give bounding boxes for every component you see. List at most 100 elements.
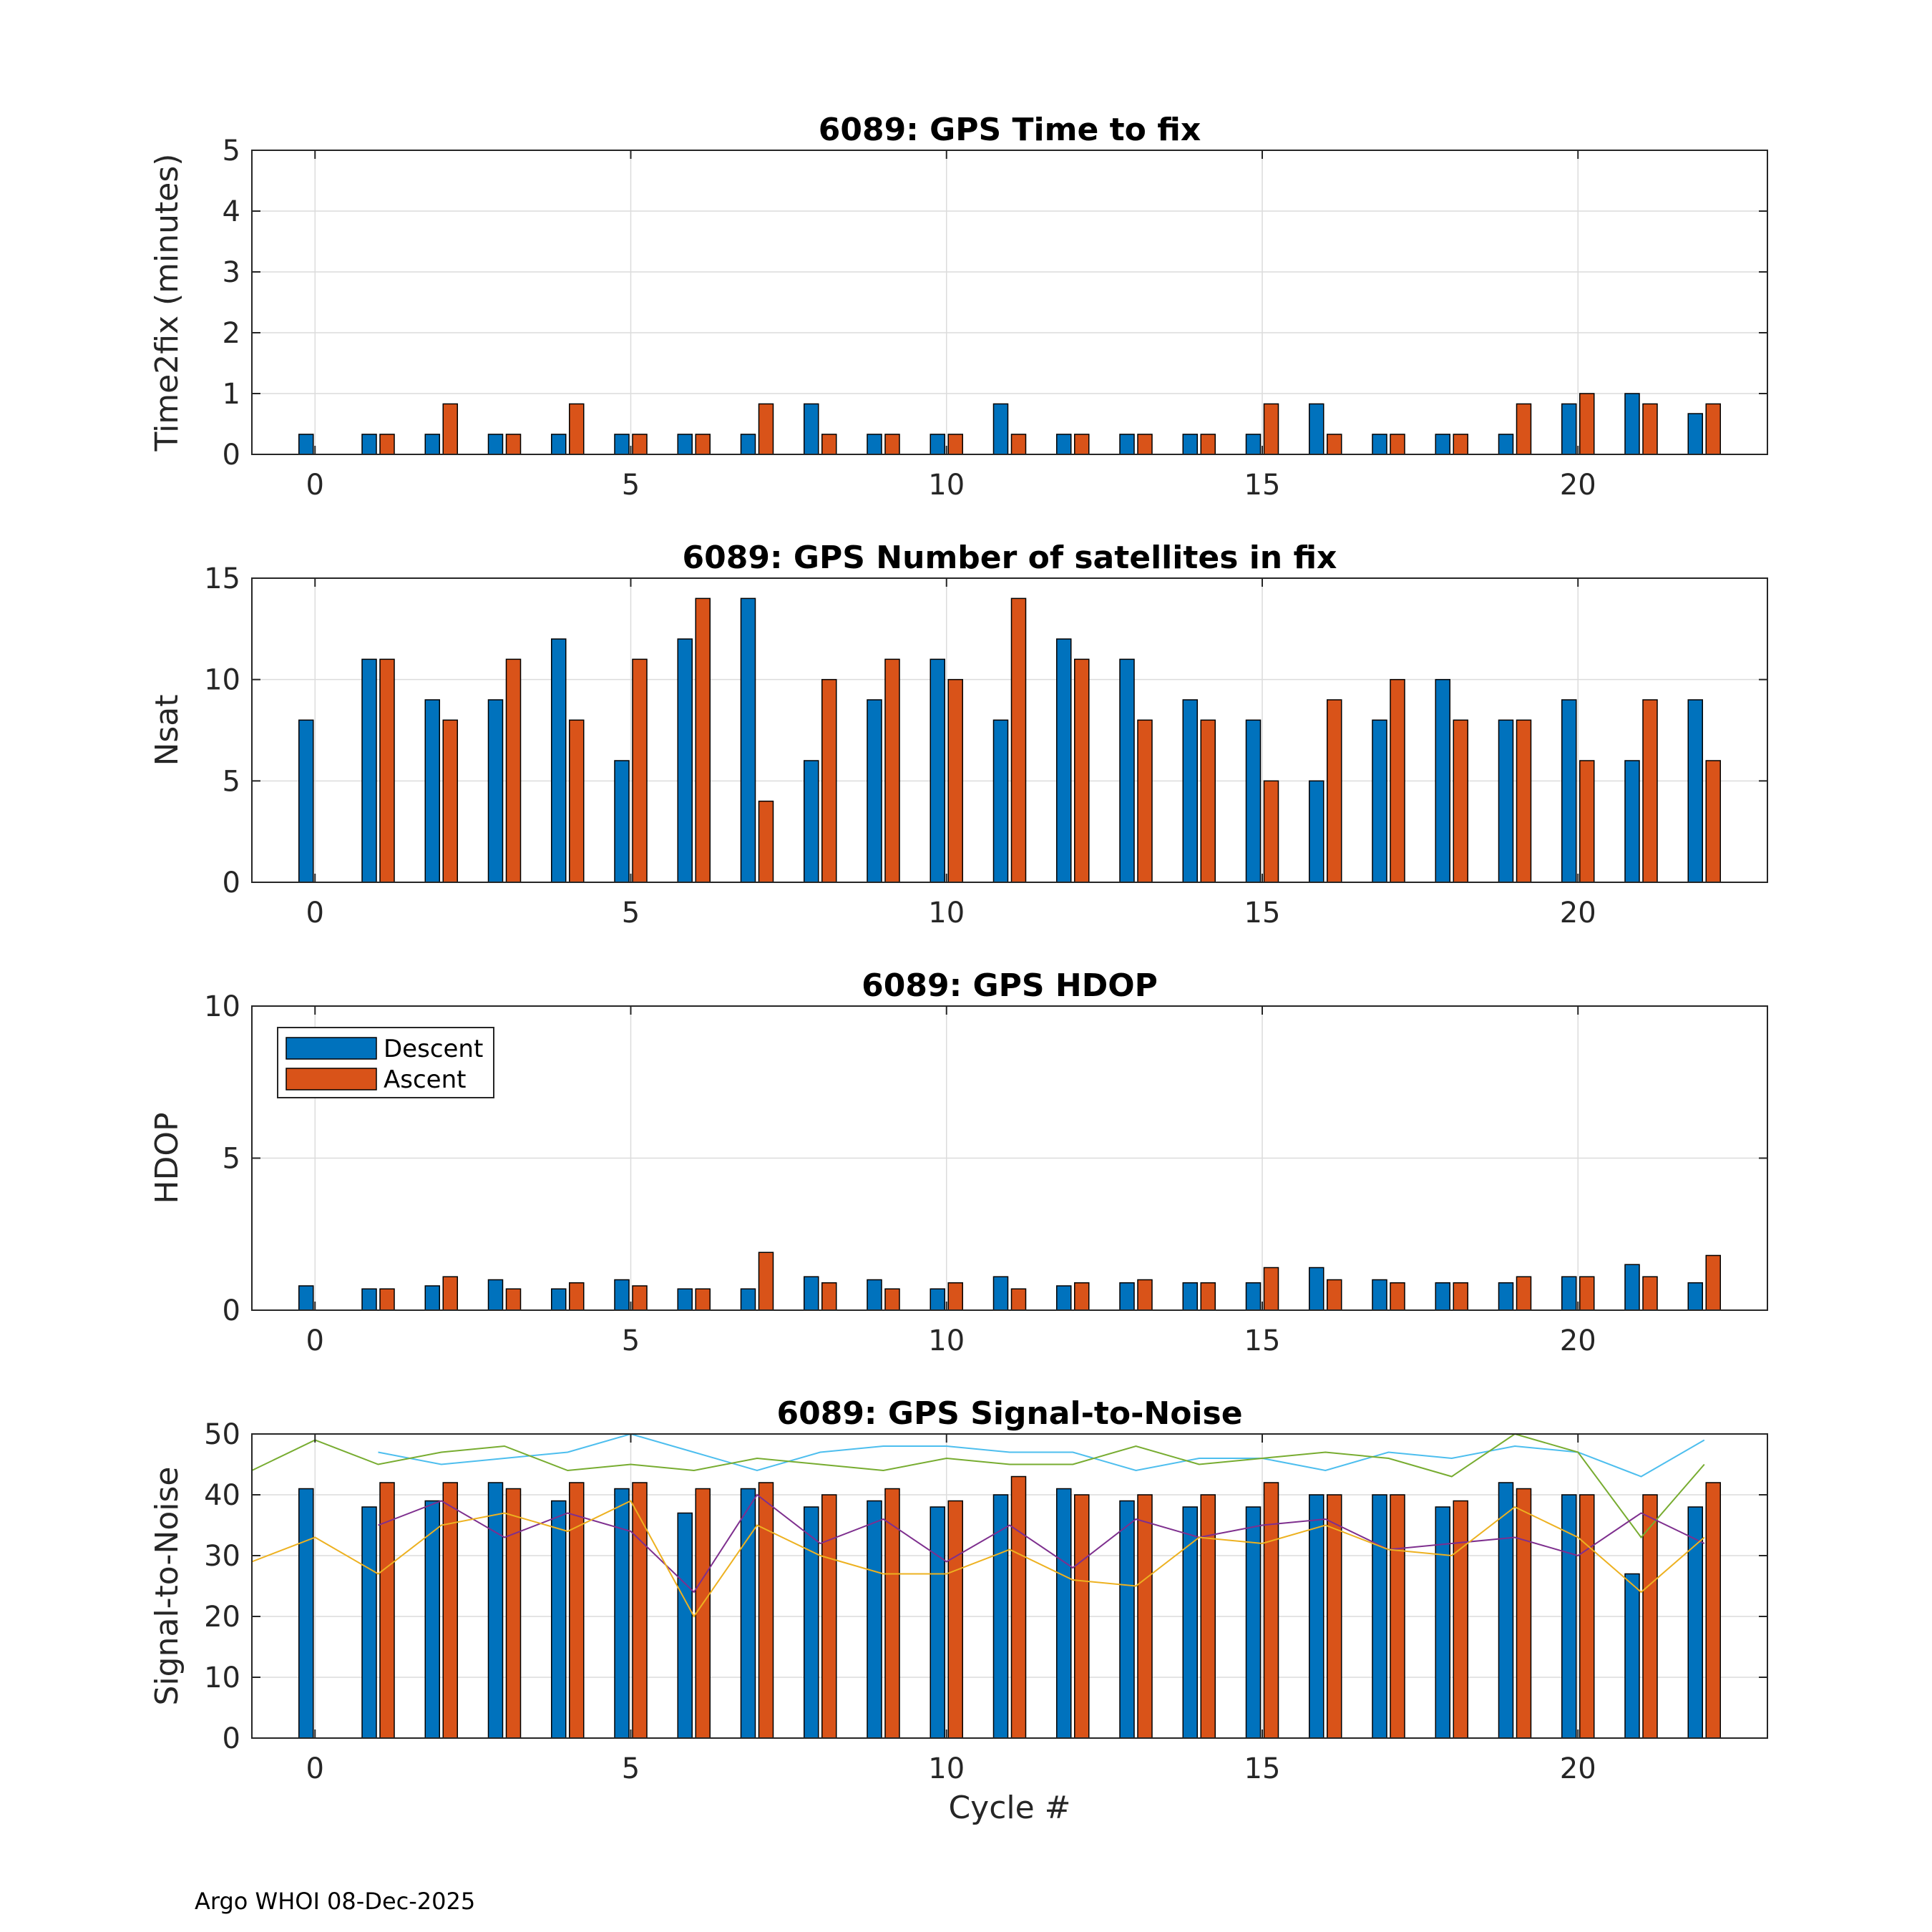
bar-descent xyxy=(1182,434,1198,455)
bar-ascent xyxy=(442,403,458,455)
bar-ascent xyxy=(947,1500,963,1739)
y-tick-label: 0 xyxy=(223,439,240,472)
bar-ascent xyxy=(1263,403,1279,455)
bar-ascent xyxy=(1453,434,1468,455)
bar-descent xyxy=(424,699,440,883)
bar-descent xyxy=(1245,434,1262,455)
bar-descent xyxy=(1624,760,1640,883)
bar-descent xyxy=(424,434,440,455)
x-tick-label: 15 xyxy=(1244,897,1281,930)
bar-descent xyxy=(1056,434,1072,455)
bar-ascent xyxy=(1579,760,1595,883)
bar-descent xyxy=(992,403,1009,455)
bar-ascent xyxy=(821,1494,837,1739)
bar-ascent xyxy=(505,434,522,455)
bar-ascent xyxy=(947,678,963,883)
bar-descent xyxy=(867,1500,882,1739)
bar-descent xyxy=(1372,434,1387,455)
y-tick-label: 0 xyxy=(223,1722,240,1755)
bar-descent xyxy=(1182,1506,1198,1739)
bar-descent xyxy=(361,658,377,883)
bar-descent xyxy=(614,760,630,883)
bar-ascent xyxy=(1516,719,1532,883)
bar-descent xyxy=(1056,1488,1072,1739)
x-tick-label: 20 xyxy=(1560,897,1596,930)
bar-ascent xyxy=(1010,1475,1027,1739)
axes-box xyxy=(251,577,1768,883)
bar-ascent xyxy=(884,434,900,455)
bar-ascent xyxy=(1137,434,1153,455)
bar-descent xyxy=(804,1276,819,1311)
bar-descent xyxy=(804,403,819,455)
bar-descent xyxy=(1245,1282,1262,1311)
bar-ascent xyxy=(632,658,648,883)
y-tick-label: 10 xyxy=(204,1662,240,1694)
bar-descent xyxy=(677,1288,693,1311)
bar-ascent xyxy=(1642,403,1658,455)
bar-ascent xyxy=(1263,1267,1279,1311)
x-axis-label: Cycle # xyxy=(948,1790,1070,1826)
x-tick-label: 15 xyxy=(1244,469,1281,502)
bar-ascent xyxy=(1516,1276,1532,1311)
x-tick-label: 10 xyxy=(928,1752,965,1785)
bar-descent xyxy=(804,1506,819,1739)
snr-line xyxy=(378,1493,1705,1594)
bar-ascent xyxy=(505,658,522,883)
bar-descent xyxy=(992,1494,1009,1739)
axes-box xyxy=(251,150,1768,455)
bar-ascent xyxy=(1390,434,1405,455)
bar-ascent xyxy=(1579,1494,1595,1739)
bar-ascent xyxy=(695,1488,711,1739)
bar-descent xyxy=(930,658,945,883)
bar-descent xyxy=(361,434,377,455)
bar-descent xyxy=(740,597,756,883)
bar-ascent xyxy=(569,1282,585,1311)
bar-descent xyxy=(1435,678,1450,883)
bar-ascent xyxy=(758,403,774,455)
bar-descent xyxy=(1561,403,1577,455)
y-axis-label: Time2fix (minutes) xyxy=(149,154,185,452)
bar-ascent xyxy=(1074,1282,1090,1311)
panel-title: 6089: GPS Number of satellites in fix xyxy=(683,540,1337,576)
bar-ascent xyxy=(947,434,963,455)
y-tick-label: 15 xyxy=(204,562,240,595)
bar-ascent xyxy=(1579,1276,1595,1311)
plot-area xyxy=(252,150,1767,454)
bar-descent xyxy=(1309,403,1324,455)
bar-descent xyxy=(992,719,1009,883)
bar-ascent xyxy=(379,1288,395,1311)
bar-ascent xyxy=(1074,434,1090,455)
panel-time-to-fix: 0 5 10 15 20 0 1 2 3 4 5 6089: GPS Time to fix Time2… xyxy=(149,112,1768,502)
bar-ascent xyxy=(569,1482,585,1739)
bar-ascent xyxy=(632,1285,648,1311)
bar-descent xyxy=(677,1512,693,1739)
bar-descent xyxy=(677,434,693,455)
bar-descent xyxy=(1182,1282,1198,1311)
bar-descent xyxy=(867,699,882,883)
bar-descent xyxy=(1119,434,1135,455)
bar-ascent xyxy=(758,1482,774,1739)
bar-ascent xyxy=(1327,699,1342,883)
bar-descent xyxy=(551,1500,567,1739)
bar-descent xyxy=(1056,638,1072,883)
bar-ascent xyxy=(1642,1276,1658,1311)
bar-ascent xyxy=(758,1252,774,1311)
legend-swatch-ascent xyxy=(286,1068,377,1091)
y-axis-label: Nsat xyxy=(149,694,185,766)
bar-ascent xyxy=(1390,678,1405,883)
bar-ascent xyxy=(1263,1482,1279,1739)
bar-descent xyxy=(1119,658,1135,883)
bar-ascent xyxy=(379,1482,395,1739)
x-tick-label: 15 xyxy=(1244,1752,1281,1785)
bar-ascent xyxy=(1327,434,1342,455)
y-tick-label: 50 xyxy=(204,1418,240,1451)
bar-descent xyxy=(1498,1282,1514,1311)
bar-ascent xyxy=(442,719,458,883)
y-tick-label: 10 xyxy=(204,990,240,1023)
bar-descent xyxy=(1624,1264,1640,1311)
bar-descent xyxy=(1372,1494,1387,1739)
bar-descent xyxy=(1435,1506,1450,1739)
bar-descent xyxy=(424,1285,440,1311)
bar-ascent xyxy=(821,434,837,455)
panel-title: 6089: GPS Signal-to-Noise xyxy=(776,1395,1242,1432)
